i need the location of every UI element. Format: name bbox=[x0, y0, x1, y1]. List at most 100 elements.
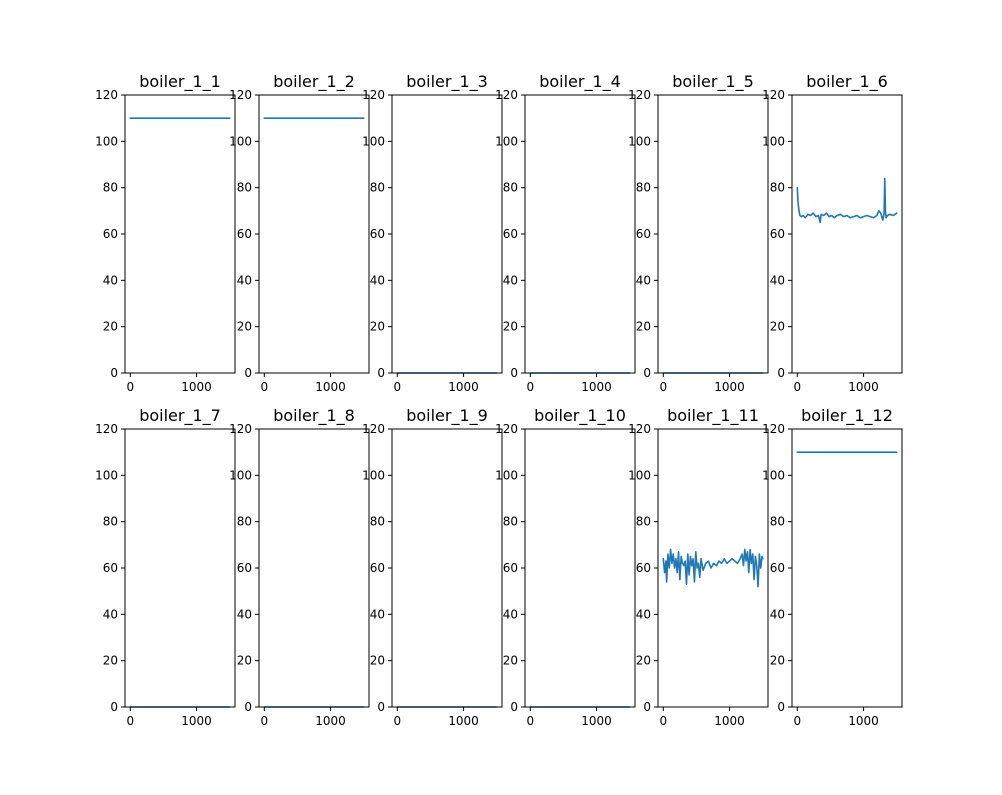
y-tick-label: 100 bbox=[762, 134, 785, 148]
y-tick-label: 80 bbox=[103, 515, 118, 529]
y-tick-label: 120 bbox=[628, 88, 651, 102]
y-tick-label: 120 bbox=[762, 422, 785, 436]
y-tick-label: 80 bbox=[237, 181, 252, 195]
y-tick-label: 40 bbox=[770, 607, 785, 621]
subplot-title: boiler_1_2 bbox=[273, 72, 355, 92]
axes-frame bbox=[124, 94, 236, 374]
y-tick-label: 20 bbox=[770, 320, 785, 334]
y-tick-label: 60 bbox=[370, 561, 385, 575]
axes-frame bbox=[791, 94, 903, 374]
x-tick-label: 1000 bbox=[581, 714, 612, 728]
y-tick-label: 120 bbox=[229, 88, 252, 102]
y-tick-label: 40 bbox=[503, 607, 518, 621]
x-tick-label: 1000 bbox=[315, 714, 346, 728]
y-tick-label: 80 bbox=[103, 181, 118, 195]
y-tick-label: 20 bbox=[503, 320, 518, 334]
y-tick-label: 120 bbox=[95, 422, 118, 436]
y-tick-label: 20 bbox=[503, 654, 518, 668]
y-tick-label: 40 bbox=[770, 273, 785, 287]
x-tick-label: 0 bbox=[126, 380, 134, 394]
x-tick-label: 0 bbox=[393, 380, 401, 394]
y-tick-label: 40 bbox=[237, 607, 252, 621]
subplot-title: boiler_1_11 bbox=[667, 406, 759, 426]
y-tick-label: 120 bbox=[95, 88, 118, 102]
subplot-title: boiler_1_10 bbox=[534, 406, 626, 426]
axes-frame bbox=[124, 428, 236, 708]
y-tick-label: 60 bbox=[636, 561, 651, 575]
y-tick-label: 100 bbox=[362, 468, 385, 482]
subplot-boiler_1_7: 0 20 40 60 80 100 120 0 1000 boiler_1_7 bbox=[95, 406, 236, 728]
y-tick-label: 120 bbox=[628, 422, 651, 436]
subplot-title: boiler_1_5 bbox=[672, 72, 754, 92]
y-tick-label: 40 bbox=[237, 273, 252, 287]
y-tick-label: 120 bbox=[762, 88, 785, 102]
y-tick-label: 0 bbox=[510, 700, 518, 714]
subplot-title: boiler_1_12 bbox=[801, 406, 893, 426]
y-tick-label: 100 bbox=[628, 468, 651, 482]
subplot-title: boiler_1_1 bbox=[139, 72, 221, 92]
subplot-title: boiler_1_7 bbox=[139, 406, 221, 426]
subplot-title: boiler_1_9 bbox=[406, 406, 488, 426]
y-tick-label: 60 bbox=[237, 227, 252, 241]
y-tick-label: 0 bbox=[510, 366, 518, 380]
x-tick-label: 0 bbox=[260, 714, 268, 728]
subplot-boiler_1_8: 0 20 40 60 80 100 120 0 1000 boiler_1_8 bbox=[229, 406, 370, 728]
y-tick-label: 0 bbox=[110, 366, 118, 380]
y-tick-label: 0 bbox=[110, 700, 118, 714]
axes-frame bbox=[391, 428, 503, 708]
x-tick-label: 1000 bbox=[848, 714, 879, 728]
subplot-boiler_1_9: 0 20 40 60 80 100 120 0 1000 boiler_1_9 bbox=[362, 406, 503, 728]
y-tick-label: 60 bbox=[370, 227, 385, 241]
y-tick-label: 120 bbox=[495, 422, 518, 436]
y-tick-label: 0 bbox=[244, 366, 252, 380]
x-tick-label: 1000 bbox=[448, 380, 479, 394]
series-line bbox=[796, 177, 898, 224]
subplot-title: boiler_1_4 bbox=[539, 72, 621, 92]
y-tick-label: 80 bbox=[237, 515, 252, 529]
x-tick-label: 1000 bbox=[315, 380, 346, 394]
y-tick-label: 40 bbox=[636, 273, 651, 287]
y-tick-label: 100 bbox=[362, 134, 385, 148]
y-tick-label: 20 bbox=[237, 320, 252, 334]
y-tick-label: 100 bbox=[95, 468, 118, 482]
subplot-boiler_1_4: 0 20 40 60 80 100 120 0 1000 boiler_1_4 bbox=[495, 72, 636, 394]
y-tick-label: 0 bbox=[777, 366, 785, 380]
axes-frame bbox=[791, 428, 903, 708]
subplot-title: boiler_1_8 bbox=[273, 406, 355, 426]
subplot-boiler_1_6: 0 20 40 60 80 100 120 0 1000 boiler_1_6 bbox=[762, 72, 903, 394]
y-tick-label: 60 bbox=[636, 227, 651, 241]
y-tick-label: 80 bbox=[370, 181, 385, 195]
x-tick-label: 1000 bbox=[581, 380, 612, 394]
y-tick-label: 0 bbox=[643, 700, 651, 714]
subplot-title: boiler_1_3 bbox=[406, 72, 488, 92]
x-tick-label: 1000 bbox=[448, 714, 479, 728]
y-tick-label: 80 bbox=[770, 181, 785, 195]
subplot-boiler_1_5: 0 20 40 60 80 100 120 0 1000 boiler_1_5 bbox=[628, 72, 769, 394]
y-tick-label: 60 bbox=[770, 561, 785, 575]
x-tick-label: 0 bbox=[659, 714, 667, 728]
x-tick-label: 1000 bbox=[181, 380, 212, 394]
x-tick-label: 0 bbox=[260, 380, 268, 394]
axes-frame bbox=[258, 428, 370, 708]
y-tick-label: 80 bbox=[503, 515, 518, 529]
axes-frame bbox=[524, 94, 636, 374]
axes-frame bbox=[391, 94, 503, 374]
y-tick-label: 40 bbox=[503, 273, 518, 287]
y-tick-label: 100 bbox=[95, 134, 118, 148]
y-tick-label: 20 bbox=[636, 320, 651, 334]
x-tick-label: 1000 bbox=[714, 714, 745, 728]
y-tick-label: 40 bbox=[370, 273, 385, 287]
x-tick-label: 0 bbox=[659, 380, 667, 394]
subplot-boiler_1_3: 0 20 40 60 80 100 120 0 1000 boiler_1_3 bbox=[362, 72, 503, 394]
y-tick-label: 80 bbox=[770, 515, 785, 529]
subplot-title: boiler_1_6 bbox=[806, 72, 888, 92]
series-line bbox=[662, 548, 764, 588]
subplot-boiler_1_10: 0 20 40 60 80 100 120 0 1000 boiler_1_10 bbox=[495, 406, 636, 728]
y-tick-label: 100 bbox=[495, 134, 518, 148]
y-tick-label: 0 bbox=[377, 366, 385, 380]
x-tick-label: 0 bbox=[526, 714, 534, 728]
y-tick-label: 40 bbox=[636, 607, 651, 621]
y-tick-label: 0 bbox=[244, 700, 252, 714]
